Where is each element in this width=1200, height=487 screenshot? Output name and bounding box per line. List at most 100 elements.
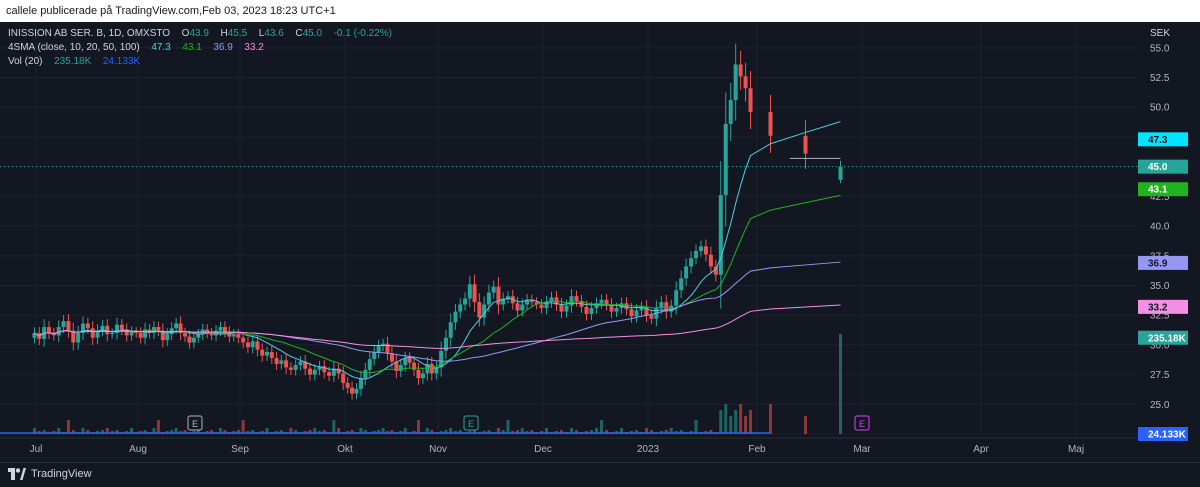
volume-bar [332, 420, 336, 434]
candle-body [564, 305, 569, 312]
candle-body [689, 258, 694, 267]
price-tick-label: 52.5 [1150, 73, 1170, 84]
candle-body [222, 327, 227, 332]
candle-body [599, 299, 604, 304]
candle-body [659, 302, 664, 309]
candle-body [124, 329, 129, 336]
price-labels: 47.3 45.0 43.1 36.9 33.2 235.18K 24.133K [1138, 132, 1188, 441]
time-tick-label: Maj [1068, 444, 1084, 455]
ohlc-high: 45.5 [227, 28, 248, 39]
earnings-marker-label: E [192, 419, 198, 429]
candle-body [589, 308, 594, 314]
volume-bar [313, 428, 317, 434]
candle-body [486, 292, 491, 305]
grid-lines [0, 24, 1138, 438]
candle-body [723, 123, 728, 196]
earnings-marker [463, 415, 479, 431]
price-tick-label: 25.0 [1150, 400, 1170, 411]
candle-body [191, 337, 196, 343]
candle-body [322, 366, 327, 373]
volume-bar [130, 428, 134, 434]
volume-bar [174, 428, 178, 434]
volume-bar [57, 428, 61, 434]
candle-body [138, 333, 143, 338]
candle-body [71, 330, 76, 343]
time-tick-label: Dec [534, 444, 552, 455]
candle-body [694, 251, 699, 259]
volume-bar [739, 404, 743, 434]
volume-bar [377, 430, 381, 434]
candle-body [385, 343, 390, 354]
candle-body [634, 310, 639, 317]
volume-bar [337, 428, 341, 434]
candle-body [425, 363, 430, 374]
candle-body [569, 296, 574, 306]
time-tick-label: Sep [231, 444, 249, 455]
sma20-value: 43.1 [182, 42, 202, 53]
volume-bar [669, 428, 673, 434]
volume-avg-value: 24.133K [102, 56, 141, 67]
symbol-row[interactable]: INISSION AB SER. B, 1D, OMXSTO O43.9 H45… [8, 27, 392, 41]
volume-row[interactable]: Vol (20) 235.18K 24.133K [8, 55, 392, 69]
candle-body [376, 346, 381, 353]
volume-bar [487, 430, 491, 434]
volume-bar [115, 430, 119, 434]
candle-body [293, 365, 298, 370]
candle-body [644, 306, 649, 316]
earnings-marker-label: E [859, 419, 865, 429]
candle-body [205, 329, 210, 333]
candle-body [505, 296, 510, 299]
candle-body [664, 302, 669, 312]
price-chart[interactable]: EEE SEK55.052.550.047.545.042.540.037.53… [0, 22, 1200, 462]
volume-bar [66, 420, 70, 434]
candle-body [515, 303, 520, 311]
price-tick-label: 35.0 [1150, 281, 1170, 292]
tradingview-logo-text: TradingView [31, 468, 92, 480]
candle-body [363, 369, 368, 379]
candle-body [51, 333, 56, 336]
earnings-marker-label: E [468, 419, 474, 429]
volume-bar [156, 420, 160, 434]
sma-row[interactable]: 4SMA (close, 10, 20, 50, 100) 47.3 43.1 … [8, 41, 392, 55]
price-label-bg [1138, 330, 1188, 345]
candle-body [110, 333, 115, 335]
candle-body [743, 76, 748, 89]
candle-body [317, 366, 322, 370]
ohlc-open: 43.9 [189, 28, 209, 39]
candle-body [467, 284, 472, 299]
volume-value: 235.18K [54, 56, 92, 67]
volume-bar [570, 428, 573, 434]
candle-body [679, 278, 684, 291]
candle-body [81, 323, 85, 333]
candle-body [525, 299, 530, 305]
candle-body [354, 388, 359, 394]
candle-body [477, 302, 482, 318]
candle-body [728, 100, 733, 124]
ohlc-high-label: H [220, 28, 228, 39]
candle-body [838, 166, 843, 180]
ohlc-low: 43.6 [264, 28, 284, 39]
candle-body [47, 327, 51, 333]
ohlc-low-label: L [258, 28, 265, 39]
candle-body [412, 362, 417, 370]
candle-body [245, 342, 250, 348]
volume-bar [236, 430, 240, 434]
volume-bar [679, 430, 683, 434]
volume-bar [516, 430, 520, 434]
candle-body [434, 367, 439, 374]
ohlc-close: 45.0 [302, 28, 323, 39]
moving-averages [34, 121, 841, 380]
candle-body [341, 373, 346, 383]
tradingview-logo[interactable]: TradingView [8, 468, 92, 480]
candle-body [491, 286, 496, 293]
candle-body [327, 372, 332, 376]
candle-body [274, 357, 279, 364]
volume-bar [709, 430, 713, 434]
sma100-value: 33.2 [244, 42, 264, 53]
volume-bar [506, 420, 510, 434]
earnings-marker [187, 415, 203, 431]
volume-bar [694, 420, 698, 434]
candle-body [32, 333, 37, 338]
volume-bar [152, 428, 156, 434]
volume-bar [804, 416, 807, 434]
